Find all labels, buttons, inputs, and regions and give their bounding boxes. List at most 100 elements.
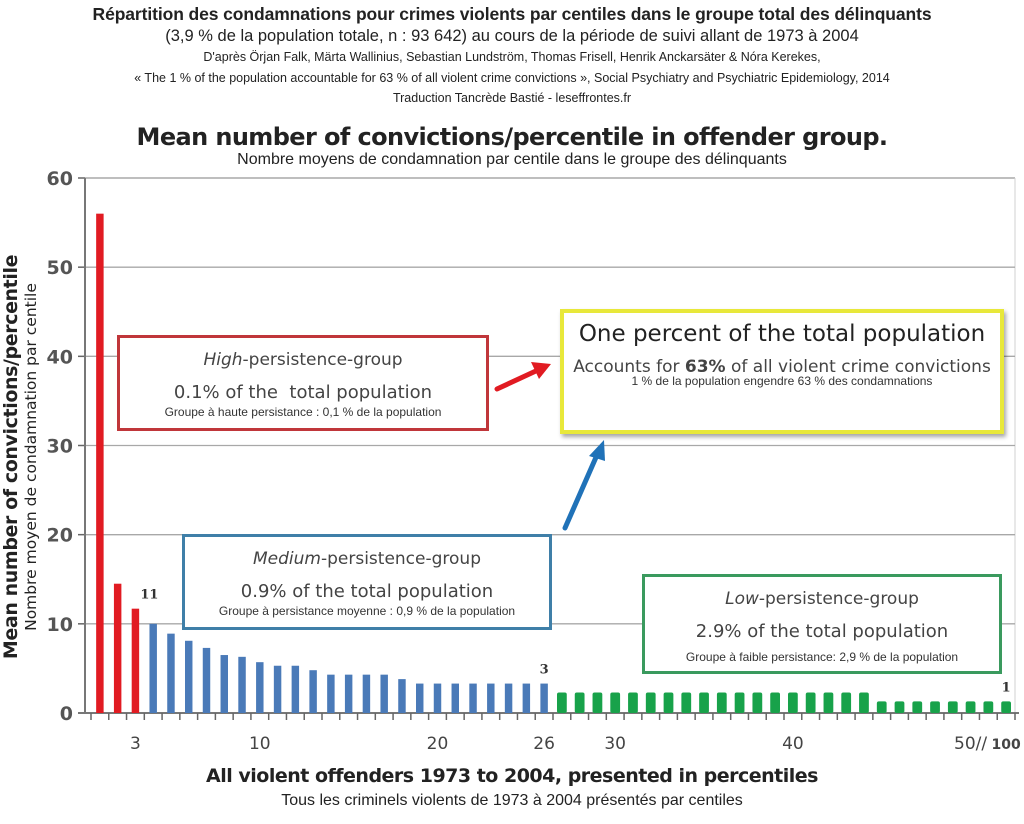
bar-medium: [415, 683, 424, 713]
chart-subtitle: Nombre moyens de condamnation par centil…: [237, 151, 787, 168]
bar-low: [592, 692, 603, 713]
bar-medium: [309, 670, 317, 713]
x-tick-label: 100: [991, 737, 1020, 753]
bar-low: [841, 692, 852, 713]
low-box-title-em: Low: [725, 589, 759, 609]
bar-low: [556, 692, 567, 713]
y-tick-label: 30: [47, 436, 73, 458]
bar-low: [965, 701, 976, 713]
bar-medium: [167, 633, 175, 713]
one-percent-pre: Accounts for: [573, 357, 685, 377]
x-tick-label: 30: [604, 734, 626, 754]
bar-low: [787, 692, 798, 713]
x-tick-label: 10: [249, 734, 271, 754]
bar-medium: [149, 623, 157, 713]
bar-medium: [380, 674, 388, 713]
tick-labels: 0 10 20 30 40 50 60 3 10 20 26 30 40 50//100 11 3 1: [47, 168, 1021, 754]
x-tick-label: 40: [782, 734, 804, 754]
bar-medium: [469, 683, 477, 713]
bar-medium: [362, 674, 371, 713]
bar-low: [859, 692, 869, 713]
bar-medium: [451, 683, 460, 713]
x-tick-label: 50//: [954, 734, 987, 754]
bar-low: [770, 692, 781, 713]
high-box-fr: Groupe à haute persistance : 0,1 % de la…: [164, 405, 442, 419]
header-authors: D'après Örjan Falk, Märta Wallinius, Seb…: [203, 50, 821, 64]
chart-title: Mean number of convictions/percentile in…: [136, 123, 889, 151]
bar-low: [574, 692, 585, 713]
bar-medium: [344, 674, 353, 713]
bar-medium: [540, 683, 548, 713]
bar-low: [805, 692, 816, 713]
one-percent-title: One percent of the total population: [578, 321, 986, 347]
x-tick-label: 3: [130, 734, 141, 754]
data-label: 1: [1002, 680, 1011, 695]
x-tick-label: 26: [533, 734, 555, 754]
high-persistence-box: High-persistence-group 0.1% of the total…: [117, 335, 489, 431]
bar-low: [734, 692, 745, 713]
low-persistence-box: Low-persistence-group 2.9% of the total …: [642, 574, 1002, 674]
x-axis-label: All violent offenders 1973 to 2004, pres…: [206, 765, 818, 787]
high-box-title-rest: -persistence-group: [242, 350, 403, 370]
bar-high: [96, 213, 104, 713]
medium-box-share: 0.9% of the total population: [240, 581, 494, 602]
y-tick-label: 40: [47, 346, 73, 368]
bar-medium: [327, 674, 335, 713]
y-tick-label: 10: [47, 614, 73, 636]
bar-medium: [238, 656, 246, 713]
bar-medium: [487, 683, 495, 713]
bar-low: [645, 692, 656, 713]
one-percent-value: 63%: [684, 357, 726, 377]
red-arrow-icon: [494, 367, 541, 392]
y-tick-label: 20: [47, 525, 73, 547]
bar-medium: [433, 683, 442, 713]
y-axis-label: Mean number of convictions/percentile No…: [0, 177, 50, 737]
bar-low: [716, 692, 727, 713]
arrows: [494, 362, 605, 531]
bar-low: [876, 701, 887, 713]
bar-low: [894, 701, 905, 713]
bar-low: [1001, 701, 1012, 713]
x-tick-label: 20: [427, 734, 449, 754]
low-box-title-rest: -persistence-group: [758, 589, 919, 609]
medium-box-title: Medium-persistence-group: [185, 549, 549, 569]
bar-low: [610, 692, 621, 713]
bar-medium: [256, 662, 264, 713]
y-axis-label-fr: Nombre moyen de condamnation par centile: [22, 283, 40, 631]
bar-medium: [291, 665, 300, 713]
bar-high: [131, 608, 140, 713]
bar-medium: [184, 640, 193, 713]
bar-low: [947, 701, 958, 713]
header-title: Répartition des condamnations pour crime…: [92, 4, 932, 24]
bar-medium: [220, 655, 229, 713]
bar-medium: [504, 683, 513, 713]
blue-arrowhead-icon: [589, 440, 605, 461]
medium-box-title-em: Medium: [252, 549, 321, 569]
low-box-share: 2.9% of the total population: [695, 621, 949, 642]
y-axis-label-en: Mean number of convictions/percentile: [0, 254, 22, 660]
one-percent-fr: 1 % de la population engendre 63 % des c…: [631, 374, 933, 388]
header-subtitle: (3,9 % de la population totale, n : 93 6…: [165, 27, 859, 45]
one-percent-statement: Accounts for 63% of all violent crime co…: [564, 357, 1000, 378]
bar-low: [983, 701, 994, 713]
data-label: 3: [540, 663, 549, 678]
one-percent-post: of all violent crime convictions: [725, 357, 991, 377]
bar-medium: [522, 683, 531, 713]
medium-persistence-box: Medium-persistence-group 0.9% of the tot…: [182, 534, 552, 630]
low-box-fr: Groupe à faible persistance: 2,9 % de la…: [685, 650, 959, 664]
bar-medium: [202, 647, 211, 713]
bar-low: [752, 692, 763, 713]
medium-box-fr: Groupe à persistance moyenne : 0,9 % de …: [218, 604, 516, 618]
x-axis-label-fr: Tous les criminels violents de 1973 à 20…: [281, 792, 743, 809]
medium-box-title-rest: -persistence-group: [320, 549, 481, 569]
bar-low: [912, 701, 923, 713]
header-translation: Traduction Tancrède Bastié - leseffronte…: [392, 91, 632, 105]
high-box-title: High-persistence-group: [120, 350, 486, 370]
bar-medium: [398, 679, 406, 713]
y-tick-label: 60: [47, 168, 73, 190]
bar-low: [930, 701, 940, 713]
bar-low: [823, 692, 834, 713]
y-tick-label: 0: [60, 703, 73, 725]
bar-low: [699, 692, 709, 713]
